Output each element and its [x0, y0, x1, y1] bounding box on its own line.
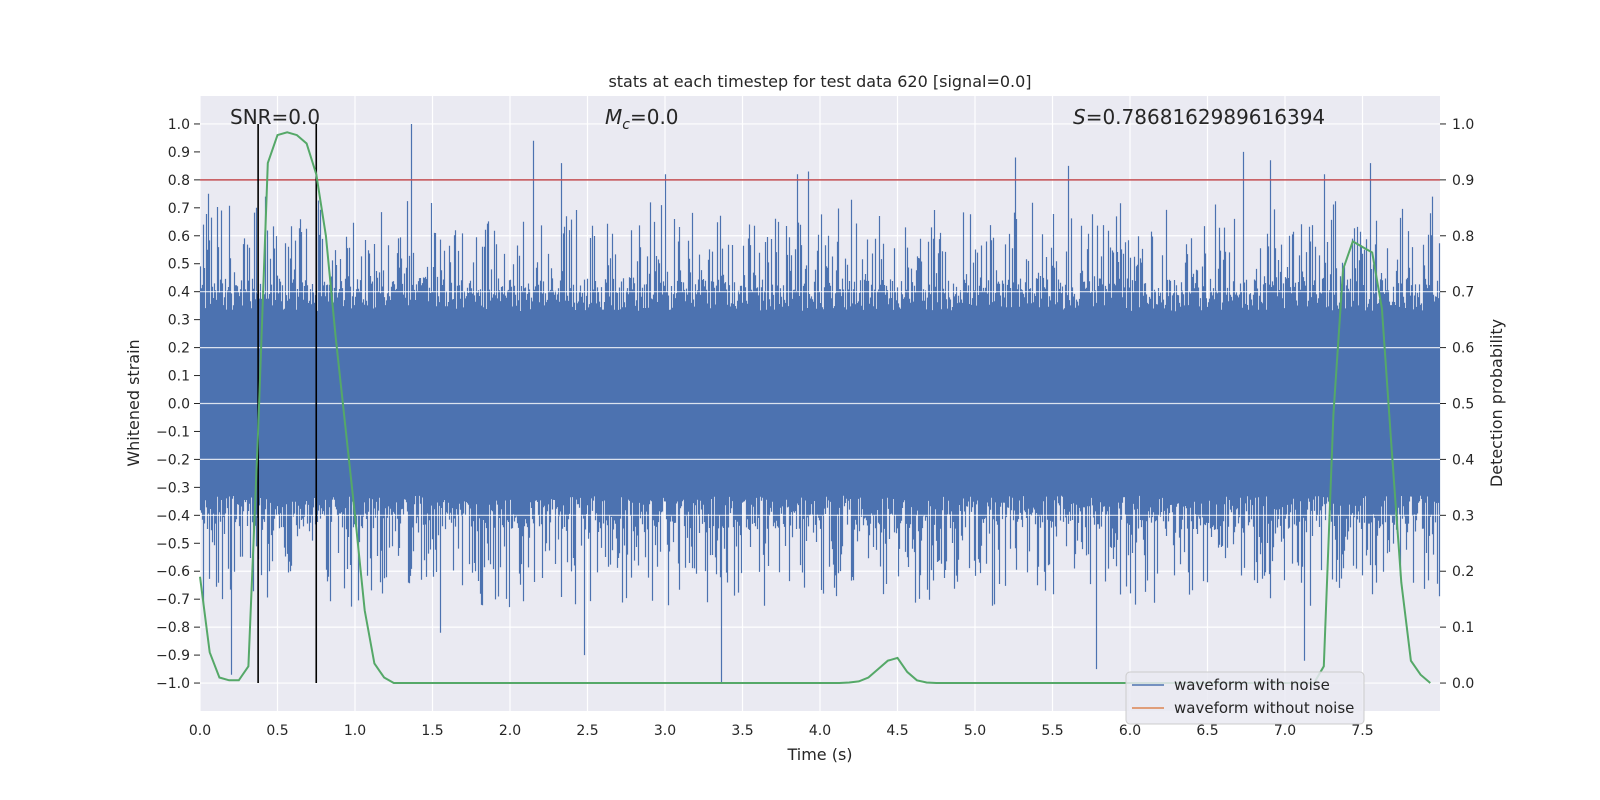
- annotation-s-value: =0.7868162989616394: [1086, 105, 1325, 129]
- y2-axis-label: Detection probability: [1487, 319, 1506, 487]
- y2-tick-label: 0.6: [1452, 341, 1474, 357]
- y-tick-label: −0.4: [156, 508, 190, 524]
- annotation-snr: SNR=0.0: [230, 105, 320, 129]
- y-tick-label: −0.5: [156, 536, 190, 552]
- x-tick-label: 6.0: [1119, 723, 1141, 739]
- y-tick-label: 0.2: [168, 341, 190, 357]
- y-tick-label: 0.3: [168, 313, 190, 329]
- y-tick-label: 0.6: [168, 229, 190, 245]
- x-tick-label: 6.5: [1196, 723, 1218, 739]
- y2-tick-label: 1.0: [1452, 117, 1474, 133]
- x-tick-label: 7.5: [1351, 723, 1373, 739]
- x-tick-label: 5.5: [1041, 723, 1063, 739]
- chart-title: stats at each timestep for test data 620…: [608, 72, 1031, 91]
- annotation-mc-sub: c: [622, 117, 630, 133]
- noise-waveform: [199, 124, 1441, 683]
- x-tick-label: 5.0: [964, 723, 986, 739]
- annotation-s-symbol: S: [1073, 105, 1086, 129]
- annotation-mc: Mc=0.0: [605, 105, 679, 133]
- y-tick-label: 0.7: [168, 201, 190, 217]
- annotation-mc-symbol: M: [605, 105, 622, 129]
- x-axis: 0.0 0.5 1.0 1.5 2.0 2.5 3.0 3.5 4.0 4.5 5.0 5.5 6.0 6…: [189, 723, 1374, 739]
- x-tick-label: 1.5: [421, 723, 443, 739]
- y2-tick-label: 0.7: [1452, 285, 1474, 301]
- y-axis-left: −1.0 −0.9 −0.8 −0.7 −0.6 −0.5 −0.4 −0.3 −0.2 −0.1…: [156, 117, 200, 692]
- legend-label-waveform-with-noise: waveform with noise: [1174, 676, 1330, 694]
- y-tick-label: 1.0: [168, 117, 190, 133]
- y2-tick-label: 0.3: [1452, 508, 1474, 524]
- y-tick-label: −1.0: [156, 676, 190, 692]
- y-tick-label: −0.8: [156, 620, 190, 636]
- y2-tick-label: 0.8: [1452, 229, 1474, 245]
- x-tick-label: 0.5: [266, 723, 288, 739]
- y2-tick-label: 0.5: [1452, 397, 1474, 413]
- legend-frame: [1125, 671, 1365, 725]
- x-tick-label: 3.0: [654, 723, 676, 739]
- y-tick-label: 0.9: [168, 145, 190, 161]
- y-tick-label: −0.9: [156, 648, 190, 664]
- x-tick-label: 0.0: [189, 723, 211, 739]
- y2-tick-label: 0.4: [1452, 452, 1474, 468]
- x-tick-label: 2.5: [576, 723, 598, 739]
- legend: waveform with noise waveform without noi…: [1125, 671, 1365, 725]
- y-tick-label: −0.7: [156, 592, 190, 608]
- y-tick-label: 0.8: [168, 173, 190, 189]
- y2-tick-label: 0.0: [1452, 676, 1474, 692]
- y-tick-label: −0.1: [156, 424, 190, 440]
- x-axis-label: Time (s): [786, 745, 852, 764]
- y-tick-label: −0.2: [156, 452, 190, 468]
- series-line-detection-probability: [199, 131, 1431, 684]
- y-tick-label: −0.3: [156, 480, 190, 496]
- y2-tick-label: 0.1: [1452, 620, 1474, 636]
- x-tick-label: 4.0: [809, 723, 831, 739]
- plot-content: [199, 123, 1441, 684]
- legend-label-waveform-without-noise: waveform without noise: [1174, 699, 1354, 717]
- y2-tick-label: 0.2: [1452, 564, 1474, 580]
- y-tick-label: −0.6: [156, 564, 190, 580]
- y-axis-label: Whitened strain: [124, 339, 143, 466]
- y-tick-label: 0.4: [168, 285, 190, 301]
- annotation-mc-value: =0.0: [630, 105, 679, 129]
- y-tick-label: 0.1: [168, 369, 190, 385]
- annotation-s: S=0.7868162989616394: [1073, 105, 1325, 129]
- y2-tick-label: 0.9: [1452, 173, 1474, 189]
- y-tick-label: 0.5: [168, 257, 190, 273]
- x-tick-label: 7.0: [1274, 723, 1296, 739]
- x-tick-label: 2.0: [499, 723, 521, 739]
- x-tick-label: 3.5: [731, 723, 753, 739]
- x-tick-label: 1.0: [344, 723, 366, 739]
- x-tick-label: 4.5: [886, 723, 908, 739]
- y-tick-label: 0.0: [168, 397, 190, 413]
- y-axis-right: 0.0 0.1 0.2 0.3 0.4 0.5 0.6 0.7 0.8 0.9 1.0: [1440, 117, 1474, 692]
